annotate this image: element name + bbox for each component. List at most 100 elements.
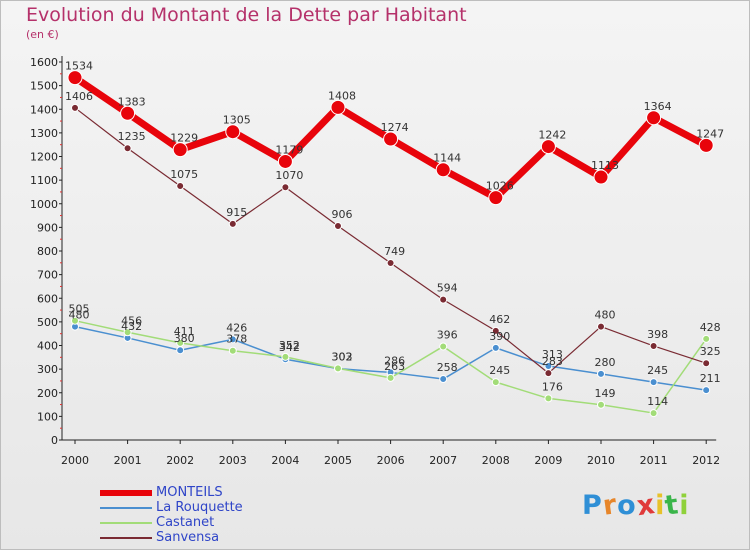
- logo-letter: P: [582, 490, 603, 521]
- data-point: [702, 386, 711, 395]
- data-label: 1235: [118, 130, 146, 143]
- data-label: 1247: [696, 127, 724, 140]
- data-point: [176, 346, 185, 355]
- data-label: 594: [437, 282, 458, 295]
- data-label: 1026: [486, 180, 514, 193]
- data-label: 325: [700, 345, 721, 358]
- series-line: [74, 107, 707, 374]
- data-point: [71, 103, 79, 112]
- data-point: [597, 400, 605, 409]
- y-tick-label: 600: [37, 292, 58, 305]
- x-tick-label: 2001: [114, 454, 142, 467]
- legend-swatch: [100, 522, 152, 524]
- data-label: 1179: [275, 143, 303, 156]
- x-tick-label: 2007: [429, 454, 457, 467]
- data-point: [225, 124, 241, 140]
- data-point: [439, 375, 448, 384]
- y-tick-label: 500: [37, 316, 58, 329]
- data-label: 462: [489, 313, 510, 326]
- x-tick-label: 2009: [534, 454, 562, 467]
- data-label: 283: [542, 355, 563, 368]
- logo-letter: i: [655, 490, 666, 521]
- data-point: [172, 142, 188, 158]
- x-tick-label: 2012: [692, 454, 720, 467]
- data-label: 398: [647, 328, 668, 341]
- data-label: 352: [279, 339, 300, 352]
- x-tick-label: 2010: [587, 454, 615, 467]
- x-tick-label: 2004: [271, 454, 299, 467]
- data-label: 1075: [170, 168, 198, 181]
- data-label: 1113: [591, 159, 619, 172]
- data-label: 1274: [381, 121, 409, 134]
- data-label: 286: [384, 354, 405, 367]
- data-point: [597, 322, 605, 331]
- data-point: [649, 409, 658, 418]
- y-tick-label: 1500: [30, 80, 58, 93]
- legend-swatch: [100, 507, 152, 509]
- legend-swatch: [100, 537, 152, 539]
- data-point: [435, 162, 451, 178]
- data-label: 245: [647, 364, 668, 377]
- y-tick-label: 700: [37, 269, 58, 282]
- data-point: [597, 369, 605, 378]
- data-label: 263: [384, 360, 405, 373]
- data-point: [646, 110, 662, 126]
- y-tick-label: 1400: [30, 103, 58, 116]
- data-label: 245: [489, 364, 510, 377]
- data-point: [544, 369, 553, 378]
- legend-label: La Rouquette: [156, 500, 243, 515]
- chart-title: Evolution du Montant de la Dette par Hab…: [26, 4, 467, 26]
- data-label: 1408: [328, 89, 356, 102]
- x-tick-label: 2011: [640, 454, 668, 467]
- data-label: 1144: [433, 152, 461, 165]
- data-label: 480: [69, 309, 90, 322]
- data-label: 303: [332, 350, 353, 363]
- logo-letter: o: [617, 490, 637, 521]
- y-tick-label: 1000: [30, 198, 58, 211]
- data-point: [334, 221, 342, 230]
- data-point: [123, 144, 132, 153]
- data-point: [277, 153, 293, 169]
- data-label: 302: [332, 351, 353, 364]
- logo-letter: i: [679, 490, 690, 521]
- data-label: 396: [437, 328, 458, 341]
- legend-label: MONTEILS: [156, 485, 223, 500]
- data-point: [67, 70, 83, 86]
- data-label: 1070: [275, 169, 303, 182]
- y-tick-label: 1200: [30, 151, 58, 164]
- x-tick-label: 2005: [324, 454, 352, 467]
- data-label: 915: [226, 206, 247, 219]
- data-label: 149: [595, 387, 616, 400]
- y-tick-label: 0: [51, 434, 58, 447]
- data-point: [702, 359, 711, 368]
- proxiti-logo: Proxiti: [582, 489, 690, 522]
- data-point: [593, 169, 609, 185]
- data-label: 906: [332, 208, 353, 221]
- data-label: 342: [279, 341, 300, 354]
- data-point: [71, 316, 79, 325]
- data-point: [281, 183, 290, 192]
- data-point: [386, 259, 395, 268]
- data-label: 1229: [170, 132, 198, 145]
- data-label: 749: [384, 245, 405, 258]
- legend-swatch: [100, 490, 152, 496]
- data-point: [281, 352, 290, 361]
- data-label: 380: [174, 332, 195, 345]
- data-label: 258: [437, 361, 458, 374]
- x-tick-label: 2002: [166, 454, 194, 467]
- data-point: [540, 139, 556, 155]
- data-label: 456: [121, 314, 142, 327]
- data-label: 411: [174, 325, 195, 338]
- data-point: [698, 137, 714, 153]
- data-label: 211: [700, 372, 721, 385]
- legend-label: Castanet: [156, 515, 215, 530]
- data-point: [491, 378, 500, 387]
- y-tick-label: 1300: [30, 127, 58, 140]
- data-label: 313: [542, 348, 563, 361]
- data-point: [386, 373, 395, 382]
- data-label: 390: [489, 330, 510, 343]
- data-label: 426: [226, 321, 247, 334]
- data-point: [228, 335, 237, 344]
- y-tick-label: 100: [37, 410, 58, 423]
